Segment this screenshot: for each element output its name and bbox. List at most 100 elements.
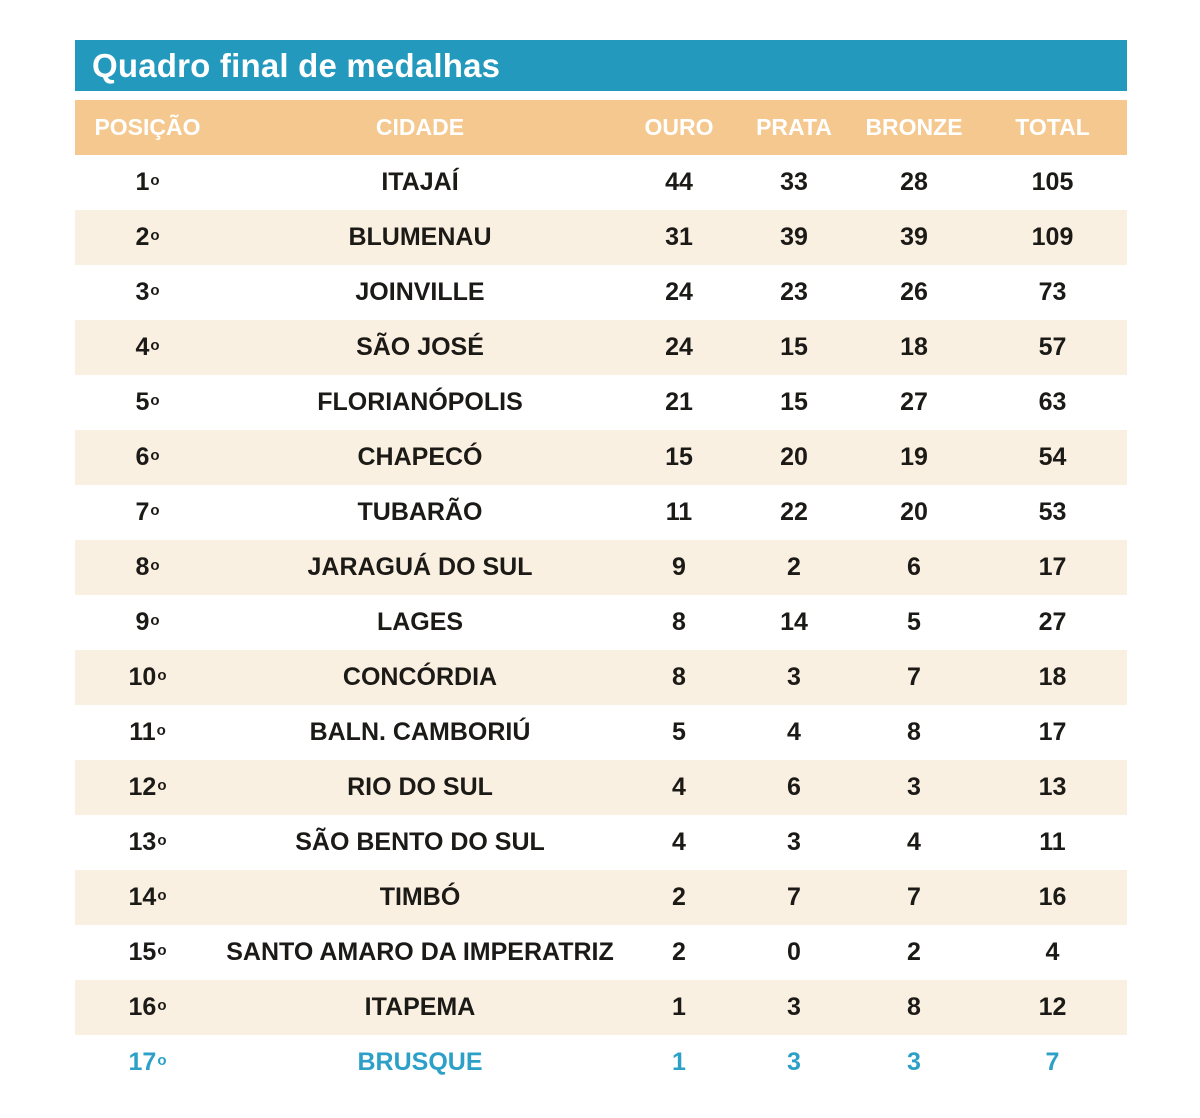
silver-cell: 33 — [780, 168, 808, 196]
city-cell: LAGES — [376, 608, 464, 636]
position-cell: 17 o — [128, 1048, 167, 1076]
silver-cell: 4 — [787, 718, 801, 746]
bronze-cell: 8 — [907, 993, 921, 1021]
bronze-cell: 4 — [907, 828, 921, 856]
column-header-prata: PRATA — [756, 114, 832, 140]
silver-cell: 20 — [780, 443, 808, 471]
table-row: 10 o CONCÓRDIA 8 3 7 18 — [75, 650, 1127, 705]
silver-cell: 23 — [780, 278, 808, 306]
silver-cell: 6 — [787, 773, 801, 801]
total-cell: 12 — [1038, 993, 1067, 1021]
position-number: 7 — [135, 498, 150, 526]
column-header-posicao: POSIÇÃO — [94, 114, 201, 140]
table-title: Quadro final de medalhas — [92, 46, 501, 84]
gold-cell: 9 — [672, 553, 686, 581]
total-cell: 16 — [1038, 883, 1067, 911]
silver-cell: 0 — [787, 938, 801, 966]
bronze-cell: 26 — [900, 278, 928, 306]
silver-cell: 7 — [787, 883, 801, 911]
bronze-cell: 3 — [907, 1048, 921, 1076]
position-number: 11 — [129, 718, 156, 746]
total-cell: 18 — [1038, 663, 1067, 691]
gold-cell: 8 — [672, 608, 686, 636]
gold-cell: 1 — [672, 993, 686, 1021]
column-header-row: POSIÇÃO CIDADE OURO PRATA BRONZE TOTAL — [75, 100, 1127, 155]
position-number: 6 — [135, 443, 150, 471]
position-cell: 13 o — [128, 828, 167, 856]
gold-cell: 24 — [665, 278, 693, 306]
city-cell: RIO DO SUL — [347, 773, 493, 801]
gold-cell: 2 — [672, 938, 686, 966]
position-number: 12 — [128, 773, 157, 801]
table-row: 1 o ITAJAÍ 44 33 28 105 — [75, 155, 1127, 210]
bronze-cell: 2 — [907, 938, 921, 966]
bronze-cell: 8 — [907, 718, 921, 746]
city-cell: ITAPEMA — [364, 993, 476, 1021]
gold-cell: 44 — [665, 168, 693, 196]
gold-cell: 24 — [665, 333, 693, 361]
table-row: 9 o LAGES 8 14 5 27 — [75, 595, 1127, 650]
city-cell: JARAGUÁ DO SUL — [307, 553, 533, 581]
table-row: 7 o TUBARÃO 11 22 20 53 — [75, 485, 1127, 540]
total-cell: 105 — [1031, 168, 1074, 196]
total-cell: 13 — [1038, 773, 1067, 801]
table-row: 15 o SANTO AMARO DA IMPERATRIZ 2 0 2 4 — [75, 925, 1127, 980]
bronze-cell: 7 — [907, 883, 921, 911]
gold-cell: 15 — [665, 443, 693, 471]
gold-cell: 8 — [672, 663, 686, 691]
bronze-cell: 28 — [900, 168, 928, 196]
position-number: 8 — [135, 553, 150, 581]
total-cell: 11 — [1039, 828, 1066, 856]
table-row: 17 o BRUSQUE 1 3 3 7 — [75, 1035, 1127, 1090]
position-cell: 15 o — [128, 938, 167, 966]
silver-cell: 2 — [787, 553, 801, 581]
position-number: 2 — [135, 223, 150, 251]
table-row: 11 o BALN. CAMBORIÚ 5 4 8 17 — [75, 705, 1127, 760]
position-number: 14 — [128, 883, 157, 911]
table-body: 1 o ITAJAÍ 44 33 28 105 2 o BLUMENAU 31 39 39 109 3 o JO… — [75, 155, 1127, 1090]
total-cell: 17 — [1038, 718, 1067, 746]
gold-cell: 21 — [665, 388, 693, 416]
city-cell: BRUSQUE — [357, 1048, 483, 1076]
gold-cell: 5 — [672, 718, 686, 746]
city-cell: BALN. CAMBORIÚ — [309, 718, 531, 746]
table-row: 5 o FLORIANÓPOLIS 21 15 27 63 — [75, 375, 1127, 430]
position-number: 15 — [128, 938, 157, 966]
silver-cell: 3 — [787, 993, 801, 1021]
column-header-ouro: OURO — [644, 114, 714, 140]
city-cell: JOINVILLE — [355, 278, 485, 306]
gold-cell: 2 — [672, 883, 686, 911]
silver-cell: 14 — [780, 608, 808, 636]
total-cell: 7 — [1045, 1048, 1060, 1076]
total-cell: 73 — [1038, 278, 1067, 306]
total-cell: 54 — [1038, 443, 1067, 471]
bronze-cell: 27 — [900, 388, 928, 416]
table-row: 6 o CHAPECÓ 15 20 19 54 — [75, 430, 1127, 485]
silver-cell: 3 — [787, 1048, 801, 1076]
table-row: 14 o TIMBÓ 2 7 7 16 — [75, 870, 1127, 925]
city-cell: CHAPECÓ — [357, 443, 483, 471]
position-number: 5 — [135, 388, 150, 416]
position-cell: 16 o — [128, 993, 167, 1021]
position-number: 4 — [135, 333, 150, 361]
silver-cell: 3 — [787, 828, 801, 856]
city-cell: TIMBÓ — [379, 883, 461, 911]
bronze-cell: 5 — [907, 608, 921, 636]
total-cell: 17 — [1038, 553, 1067, 581]
city-cell: ITAJAÍ — [381, 168, 459, 196]
position-number: 16 — [128, 993, 157, 1021]
medal-table: Quadro final de medalhas POSIÇÃO CIDADE … — [75, 40, 1127, 1090]
title-gap — [75, 91, 1127, 100]
bronze-cell: 7 — [907, 663, 921, 691]
city-cell: SANTO AMARO DA IMPERATRIZ — [226, 938, 614, 966]
bronze-cell: 6 — [907, 553, 921, 581]
position-cell: 14 o — [128, 883, 167, 911]
table-row: 13 o SÃO BENTO DO SUL 4 3 4 11 — [75, 815, 1127, 870]
